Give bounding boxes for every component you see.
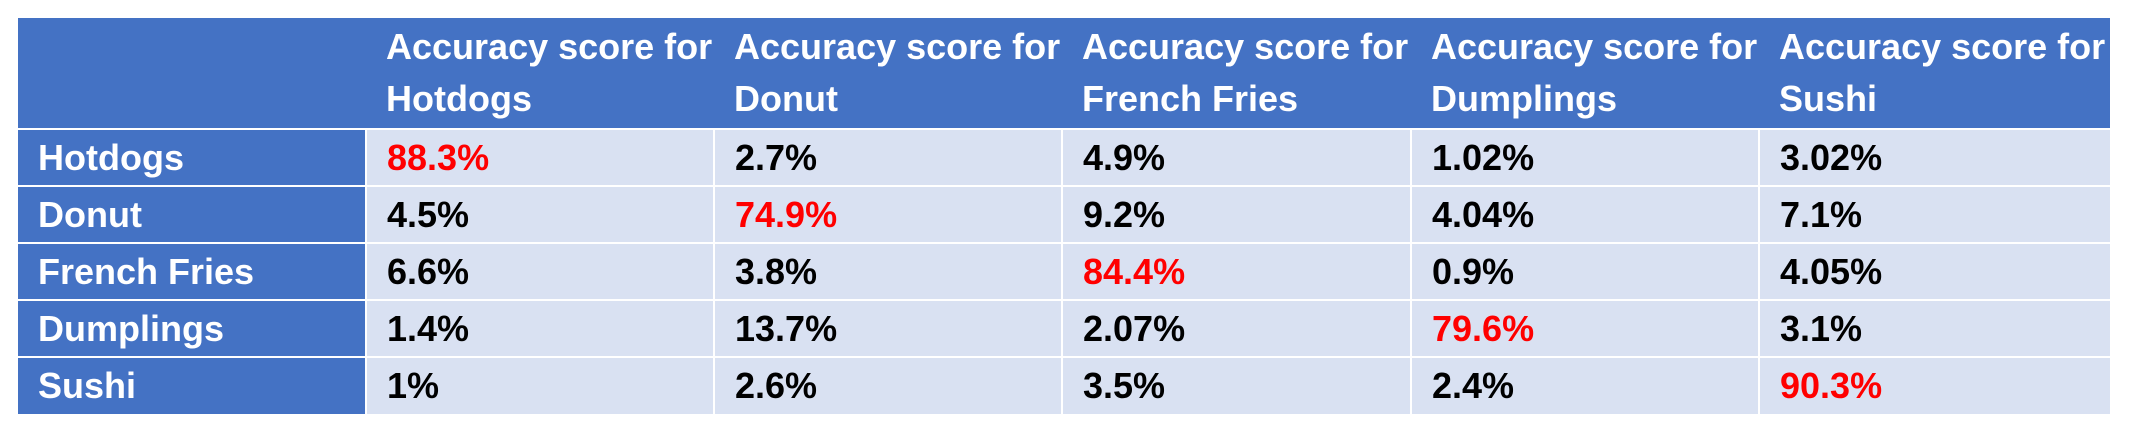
table-cell: 3.1% <box>1758 299 2110 357</box>
table-cell: 6.6% <box>365 242 714 300</box>
table-cell: 1.4% <box>365 299 714 357</box>
table-cell: 4.04% <box>1410 185 1759 243</box>
row-header-hotdogs: Hotdogs <box>18 128 366 186</box>
table-cell-highlight: 74.9% <box>713 185 1062 243</box>
table-row-french-fries: French Fries 6.6% 3.8% 84.4% 0.9% 4.05% <box>18 242 2110 300</box>
column-header-french-fries: Accuracy score for French Fries <box>1062 18 1411 129</box>
table-body: Hotdogs 88.3% 2.7% 4.9% 1.02% 3.02% Donu… <box>18 128 2110 414</box>
table-cell: 7.1% <box>1758 185 2110 243</box>
table-cell-highlight: 90.3% <box>1758 356 2110 414</box>
table-cell-highlight: 88.3% <box>365 128 714 186</box>
column-header-dumplings: Accuracy score for Dumplings <box>1411 18 1759 129</box>
column-header-sushi: Accuracy score for Sushi <box>1759 18 2110 129</box>
accuracy-table-container: Accuracy score for Hotdogs Accuracy scor… <box>18 18 2110 414</box>
table-cell: 0.9% <box>1410 242 1759 300</box>
table-cell: 4.9% <box>1061 128 1411 186</box>
table-row-hotdogs: Hotdogs 88.3% 2.7% 4.9% 1.02% 3.02% <box>18 128 2110 186</box>
table-cell: 2.7% <box>713 128 1062 186</box>
table-cell-highlight: 79.6% <box>1410 299 1759 357</box>
row-header-french-fries: French Fries <box>18 242 366 300</box>
accuracy-table: Accuracy score for Hotdogs Accuracy scor… <box>18 18 2110 414</box>
table-cell: 1.02% <box>1410 128 1759 186</box>
table-cell-highlight: 84.4% <box>1061 242 1411 300</box>
table-cell: 4.5% <box>365 185 714 243</box>
column-header-donut: Accuracy score for Donut <box>714 18 1062 129</box>
table-cell: 1% <box>365 356 714 414</box>
table-cell: 9.2% <box>1061 185 1411 243</box>
column-header-hotdogs: Accuracy score for Hotdogs <box>366 18 714 129</box>
row-header-donut: Donut <box>18 185 366 243</box>
table-cell: 13.7% <box>713 299 1062 357</box>
table-cell: 3.02% <box>1758 128 2110 186</box>
row-header-sushi: Sushi <box>18 356 366 414</box>
corner-cell <box>18 18 366 129</box>
table-cell: 3.5% <box>1061 356 1411 414</box>
table-row-donut: Donut 4.5% 74.9% 9.2% 4.04% 7.1% <box>18 185 2110 243</box>
table-header: Accuracy score for Hotdogs Accuracy scor… <box>18 18 2110 129</box>
table-cell: 3.8% <box>713 242 1062 300</box>
table-cell: 4.05% <box>1758 242 2110 300</box>
table-cell: 2.07% <box>1061 299 1411 357</box>
table-row-sushi: Sushi 1% 2.6% 3.5% 2.4% 90.3% <box>18 356 2110 414</box>
header-row: Accuracy score for Hotdogs Accuracy scor… <box>18 18 2110 129</box>
table-row-dumplings: Dumplings 1.4% 13.7% 2.07% 79.6% 3.1% <box>18 299 2110 357</box>
table-cell: 2.4% <box>1410 356 1759 414</box>
row-header-dumplings: Dumplings <box>18 299 366 357</box>
table-cell: 2.6% <box>713 356 1062 414</box>
